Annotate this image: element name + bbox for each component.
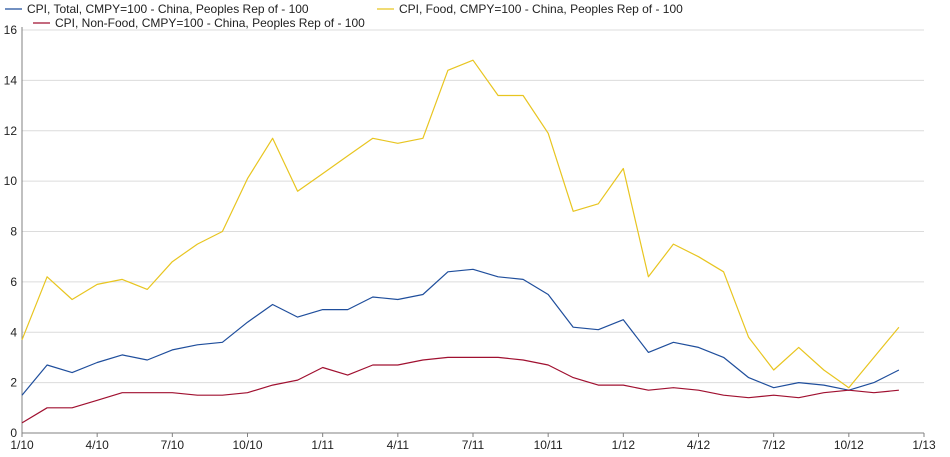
x-tick-label: 4/11 [387, 438, 410, 452]
legend-entry-food: CPI, Food, CMPY=100 - China, Peoples Rep… [377, 2, 683, 16]
legend: CPI, Total, CMPY=100 - China, Peoples Re… [5, 2, 683, 30]
x-tick-label: 7/10 [161, 438, 185, 452]
y-tick-label: 14 [4, 73, 18, 87]
x-tick-label: 1/13 [912, 438, 936, 452]
y-tick-label: 0 [10, 426, 17, 440]
y-tick-label: 2 [10, 376, 17, 390]
y-tick-labels: 0 2 4 6 8 10 12 14 16 [4, 23, 18, 440]
grid-lines [22, 29, 924, 384]
legend-entry-total: CPI, Total, CMPY=100 - China, Peoples Re… [5, 2, 309, 16]
x-tick-labels: 1/10 4/10 7/10 10/10 1/11 4/11 7/11 10/11 1/12 4/… [10, 438, 936, 452]
axes [21, 27, 925, 437]
x-tick-label: 1/12 [612, 438, 636, 452]
x-tick-label: 10/11 [534, 438, 563, 452]
x-tick-label: 1/11 [311, 438, 334, 452]
x-tick-label: 10/12 [834, 438, 864, 452]
legend-label-non-food: CPI, Non-Food, CMPY=100 - China, Peoples… [55, 16, 365, 30]
y-tick-label: 4 [10, 325, 17, 339]
legend-label-total: CPI, Total, CMPY=100 - China, Peoples Re… [27, 2, 309, 16]
y-tick-label: 8 [10, 225, 17, 239]
y-tick-label: 10 [4, 174, 18, 188]
y-tick-label: 16 [4, 23, 18, 37]
x-tick-label: 1/10 [10, 438, 34, 452]
y-tick-label: 6 [10, 275, 17, 289]
legend-label-food: CPI, Food, CMPY=100 - China, Peoples Rep… [399, 2, 683, 16]
series-line-non-food [21, 356, 899, 424]
series-line-food [21, 59, 900, 389]
legend-entry-non-food: CPI, Non-Food, CMPY=100 - China, Peoples… [33, 16, 365, 30]
x-tick-label: 4/10 [85, 438, 109, 452]
x-tick-label: 7/12 [762, 438, 786, 452]
x-tick-label: 7/11 [462, 438, 485, 452]
series-line-total [21, 268, 900, 396]
series-lines [21, 59, 900, 424]
x-tick-label: 10/10 [232, 438, 262, 452]
x-tick-label: 4/12 [687, 438, 711, 452]
y-tick-label: 12 [4, 124, 18, 138]
